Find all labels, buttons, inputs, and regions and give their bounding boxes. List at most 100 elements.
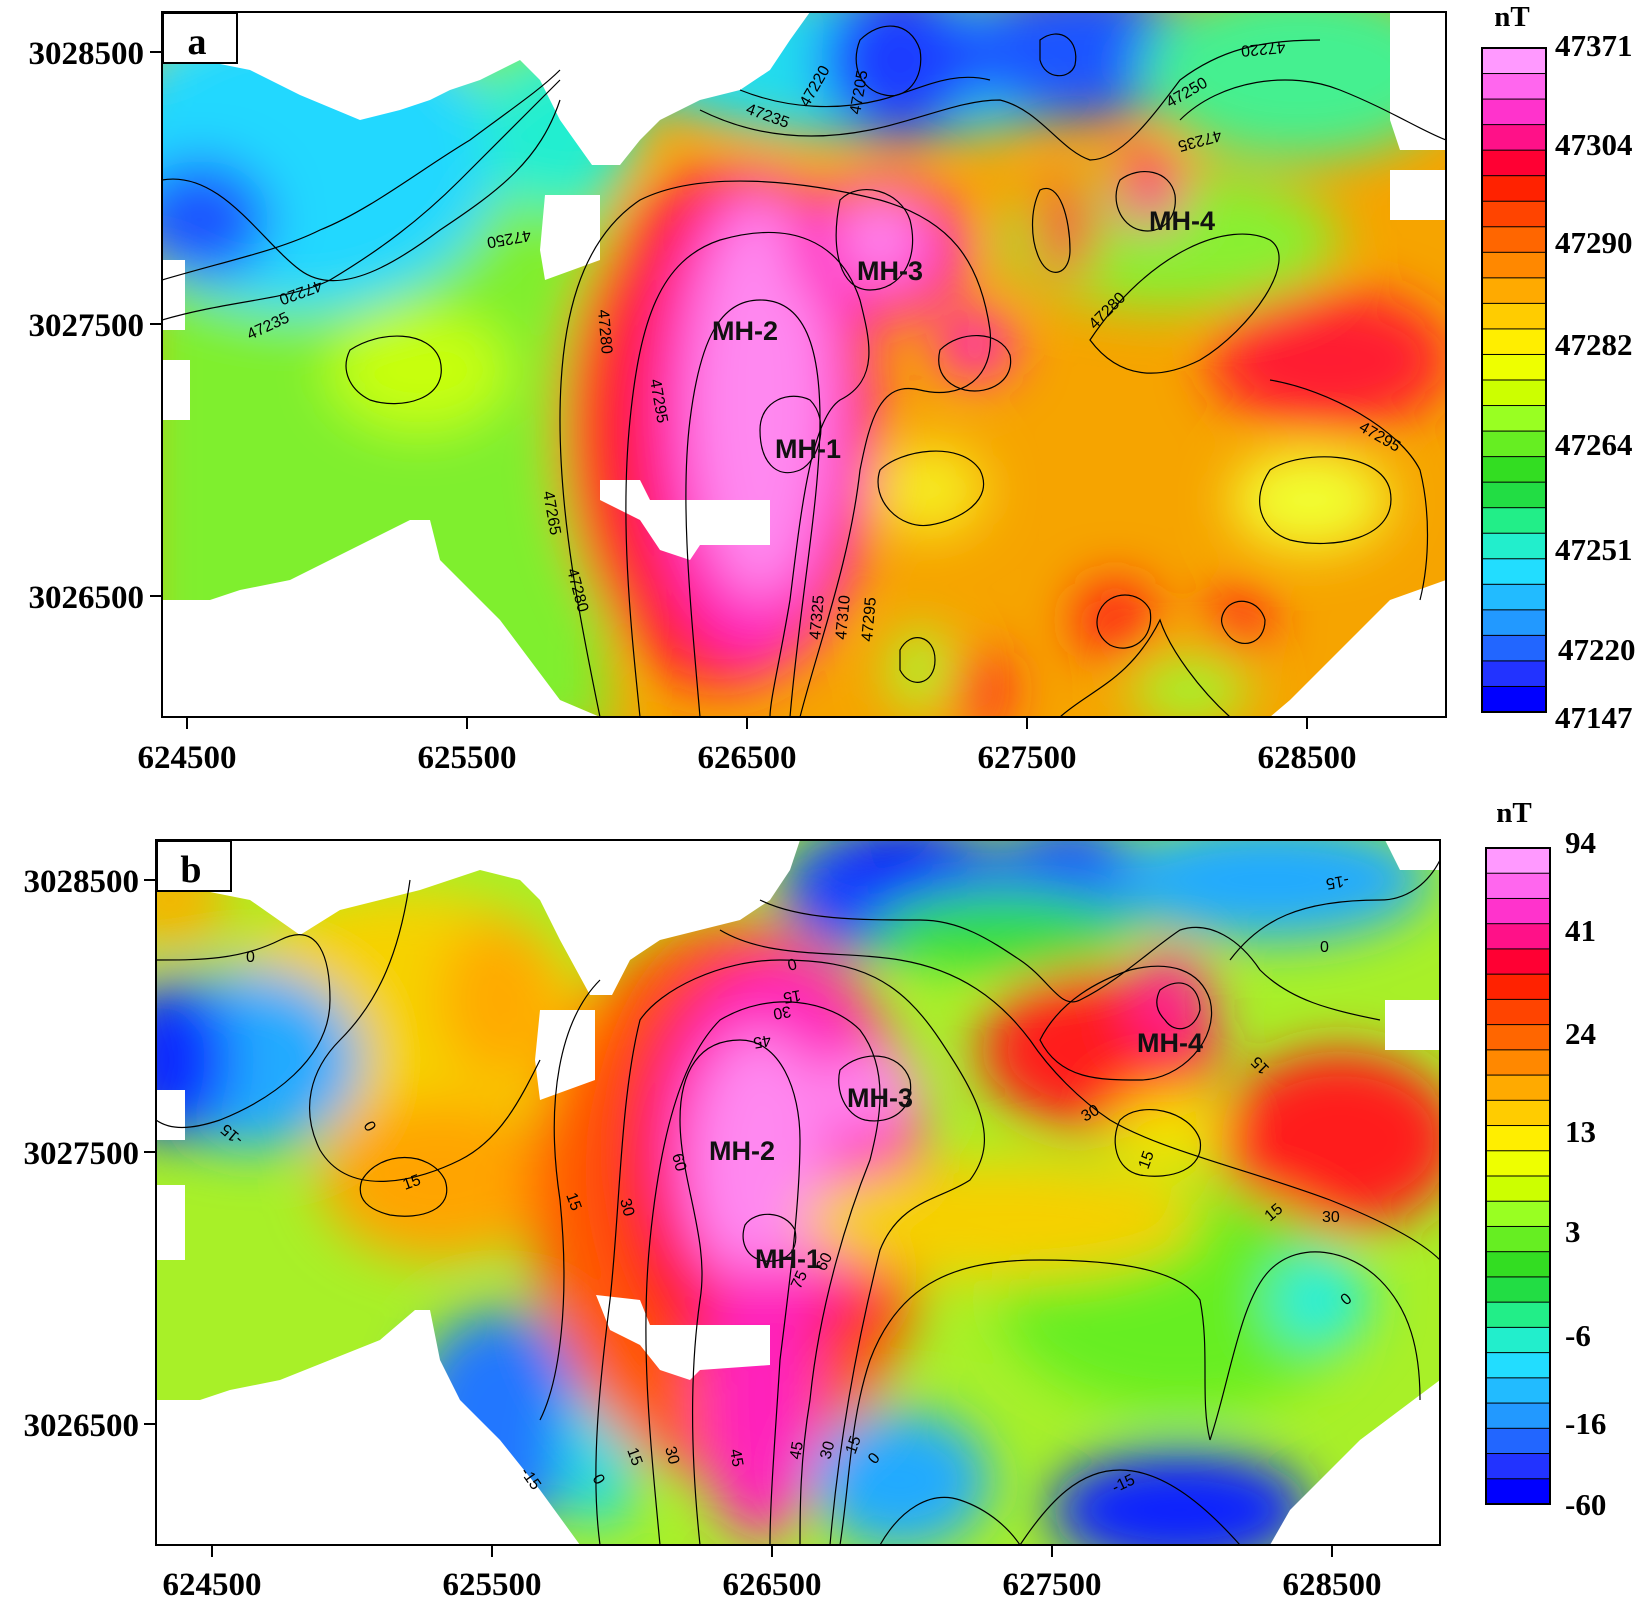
panel-b-nodata [156, 840, 1440, 1545]
panel-b-colorbar-label: -16 [1565, 1406, 1606, 1441]
panel-b-colorbar-label: 13 [1565, 1114, 1596, 1149]
panel-b-colorbar-swatch [1485, 1251, 1551, 1278]
panel-a-colorbar-swatch [1481, 47, 1547, 75]
panel-b-contour-label: 45 [752, 1031, 773, 1051]
panel-a-map [162, 12, 1446, 717]
panel-a-colorbar-swatch [1481, 226, 1547, 254]
panel-b-contour-label: 15 [562, 1191, 584, 1214]
panel-b-contour-label: 30 [661, 1445, 682, 1467]
panel-a-y-tick: 3028500 [29, 36, 145, 72]
panel-b-colorbar-label: 24 [1565, 1016, 1596, 1051]
panel-b-colorbar-swatch [1485, 1326, 1551, 1354]
panel-a-colorbar-swatch [1481, 149, 1547, 177]
panel-a-contour-label: 47295 [859, 596, 880, 642]
panel-a-contour-label: 47280 [594, 309, 615, 355]
panel-b-colorbar-swatch [1485, 1225, 1551, 1253]
panel-a-colorbar-swatch [1481, 634, 1547, 662]
panel-a-colorbar-label: 47290 [1555, 225, 1633, 260]
panel-a-colorbar-swatch [1481, 685, 1547, 714]
panel-b-colorbar-swatch [1485, 1049, 1551, 1077]
panel-b-colorbar-label: -6 [1565, 1318, 1591, 1353]
panel-a-colorbar-swatch [1481, 302, 1547, 330]
panel-b-contours [156, 859, 1440, 1545]
panel-a-contour-label: 47310 [833, 594, 854, 640]
panel-b-anomaly-mh3: MH-3 [847, 1083, 913, 1113]
panel-a-colorbar-swatch [1481, 456, 1547, 484]
panel-a-tag-box [162, 12, 238, 64]
panel-b-tag-box [156, 840, 232, 892]
panel-a-nodata [162, 12, 1446, 717]
panel-b-colorbar-swatch [1485, 1276, 1551, 1304]
panel-b-anomaly-mh1: MH-1 [755, 1244, 821, 1274]
panel-b-anomaly-mh4: MH-4 [1137, 1028, 1203, 1058]
panel-a-colorbar-label: 47304 [1555, 127, 1633, 162]
panel-a-anomaly-mh3: MH-3 [857, 256, 923, 286]
panel-b-colorbar-swatch [1485, 998, 1551, 1026]
panel-b-contour-label: 30 [1322, 1209, 1340, 1226]
panel-b-contour-label: 30 [817, 1439, 838, 1461]
panel-a-ticks [150, 51, 1308, 729]
panel-b-colorbar-swatch [1485, 1200, 1551, 1228]
panel-a-colorbar-swatch [1481, 430, 1547, 458]
panel-b-colorbar-swatch [1485, 923, 1551, 950]
panel-a-colorbar-swatch [1481, 558, 1547, 586]
panel-b-contour-label: 0 [246, 949, 255, 966]
panel-b-contour-label: 30 [616, 1197, 637, 1219]
panel-b-colorbar-swatch [1485, 1301, 1551, 1329]
panel-a-contour-label: 47325 [807, 594, 828, 640]
panel-a-contour-label: 47220 [1240, 38, 1286, 59]
panel-b-colorbar-swatch [1485, 1024, 1551, 1051]
panel-a-colorbar-swatch [1481, 200, 1547, 228]
panel-b-colorbar-swatch [1485, 1099, 1551, 1127]
panel-b-contour-label: 15 [1136, 1149, 1158, 1172]
panel-b-colorbar-swatch [1485, 872, 1551, 900]
panel-a-y-tick: 3026500 [29, 580, 145, 616]
panel-b-frame [155, 839, 1441, 1546]
panel-a-colorbar-swatch [1481, 98, 1547, 126]
panel-b-contour-label: 0 [1320, 939, 1329, 956]
panel-b-y-tick: 3028500 [24, 864, 140, 900]
panel-b-colorbar-swatch [1485, 897, 1551, 925]
panel-b-contour-label: 0 [785, 954, 798, 973]
panel-b-colorbar-label: 94 [1565, 825, 1596, 860]
panel-a-colorbar-swatch [1481, 583, 1547, 611]
panel-b-contour-label: 15 [401, 1172, 424, 1194]
panel-a-anomaly-mh2: MH-2 [712, 316, 778, 346]
panel-b-colorbar-swatch [1485, 1478, 1551, 1506]
panel-b-colorbar-label: 41 [1565, 913, 1596, 948]
panel-a-colorbar-label: 47371 [1555, 28, 1633, 63]
panel-a-colorbar [1481, 47, 1547, 714]
panel-b-colorbar-swatch [1485, 1427, 1551, 1455]
panel-a-colorbar-swatch [1481, 124, 1547, 152]
panel-b-ticks [144, 879, 1333, 1557]
panel-b-contour-labels: -15 0 0 0 15 30 45 15 -15 0 15 15 30 60 … [218, 871, 1356, 1497]
panel-b-contour-label: 45 [787, 1440, 807, 1461]
panel-b-colorbar [1485, 847, 1551, 1506]
panel-a-colorbar-label: 47220 [1558, 632, 1636, 667]
panel-a-x-tick: 626500 [698, 740, 797, 776]
panel-b-colorbar-label: 3 [1565, 1214, 1581, 1249]
panel-b-contour-label: 15 [843, 1434, 865, 1457]
panel-b-colorbar-swatch [1485, 1074, 1551, 1102]
panel-b-x-tick: 625500 [443, 1567, 542, 1599]
panel-a-x-tick: 627500 [978, 740, 1077, 776]
panel-a-colorbar-swatch [1481, 405, 1547, 433]
panel-a-unit: nT [1494, 1, 1529, 33]
panel-b-contour-label: 75 [788, 1268, 811, 1291]
panel-a-colorbar-swatch [1481, 481, 1547, 509]
panel-b-colorbar-swatch [1485, 847, 1551, 875]
panel-a-tag: a [188, 21, 207, 63]
panel-b-contour-label: 15 [782, 986, 803, 1006]
panel-a-colorbar-label: 47264 [1555, 427, 1633, 462]
panel-a-y-tick: 3027500 [29, 308, 145, 344]
panel-b-colorbar-swatch [1485, 1352, 1551, 1379]
panel-a-x-tick: 624500 [138, 740, 237, 776]
panel-b-colorbar-swatch [1485, 1453, 1551, 1480]
panel-a-x-tick: 628500 [1258, 740, 1357, 776]
panel-a-colorbar-swatch [1481, 507, 1547, 535]
panel-b: b MH-3 MH-2 MH-1 MH-4 -15 0 0 0 15 30 45… [24, 797, 1607, 1599]
panel-b-contour-label: 15 [623, 1446, 645, 1469]
panel-b-x-tick: 628500 [1283, 1567, 1382, 1599]
panel-b-contour-label: 60 [668, 1152, 689, 1174]
panel-b-colorbar-swatch [1485, 1125, 1551, 1152]
